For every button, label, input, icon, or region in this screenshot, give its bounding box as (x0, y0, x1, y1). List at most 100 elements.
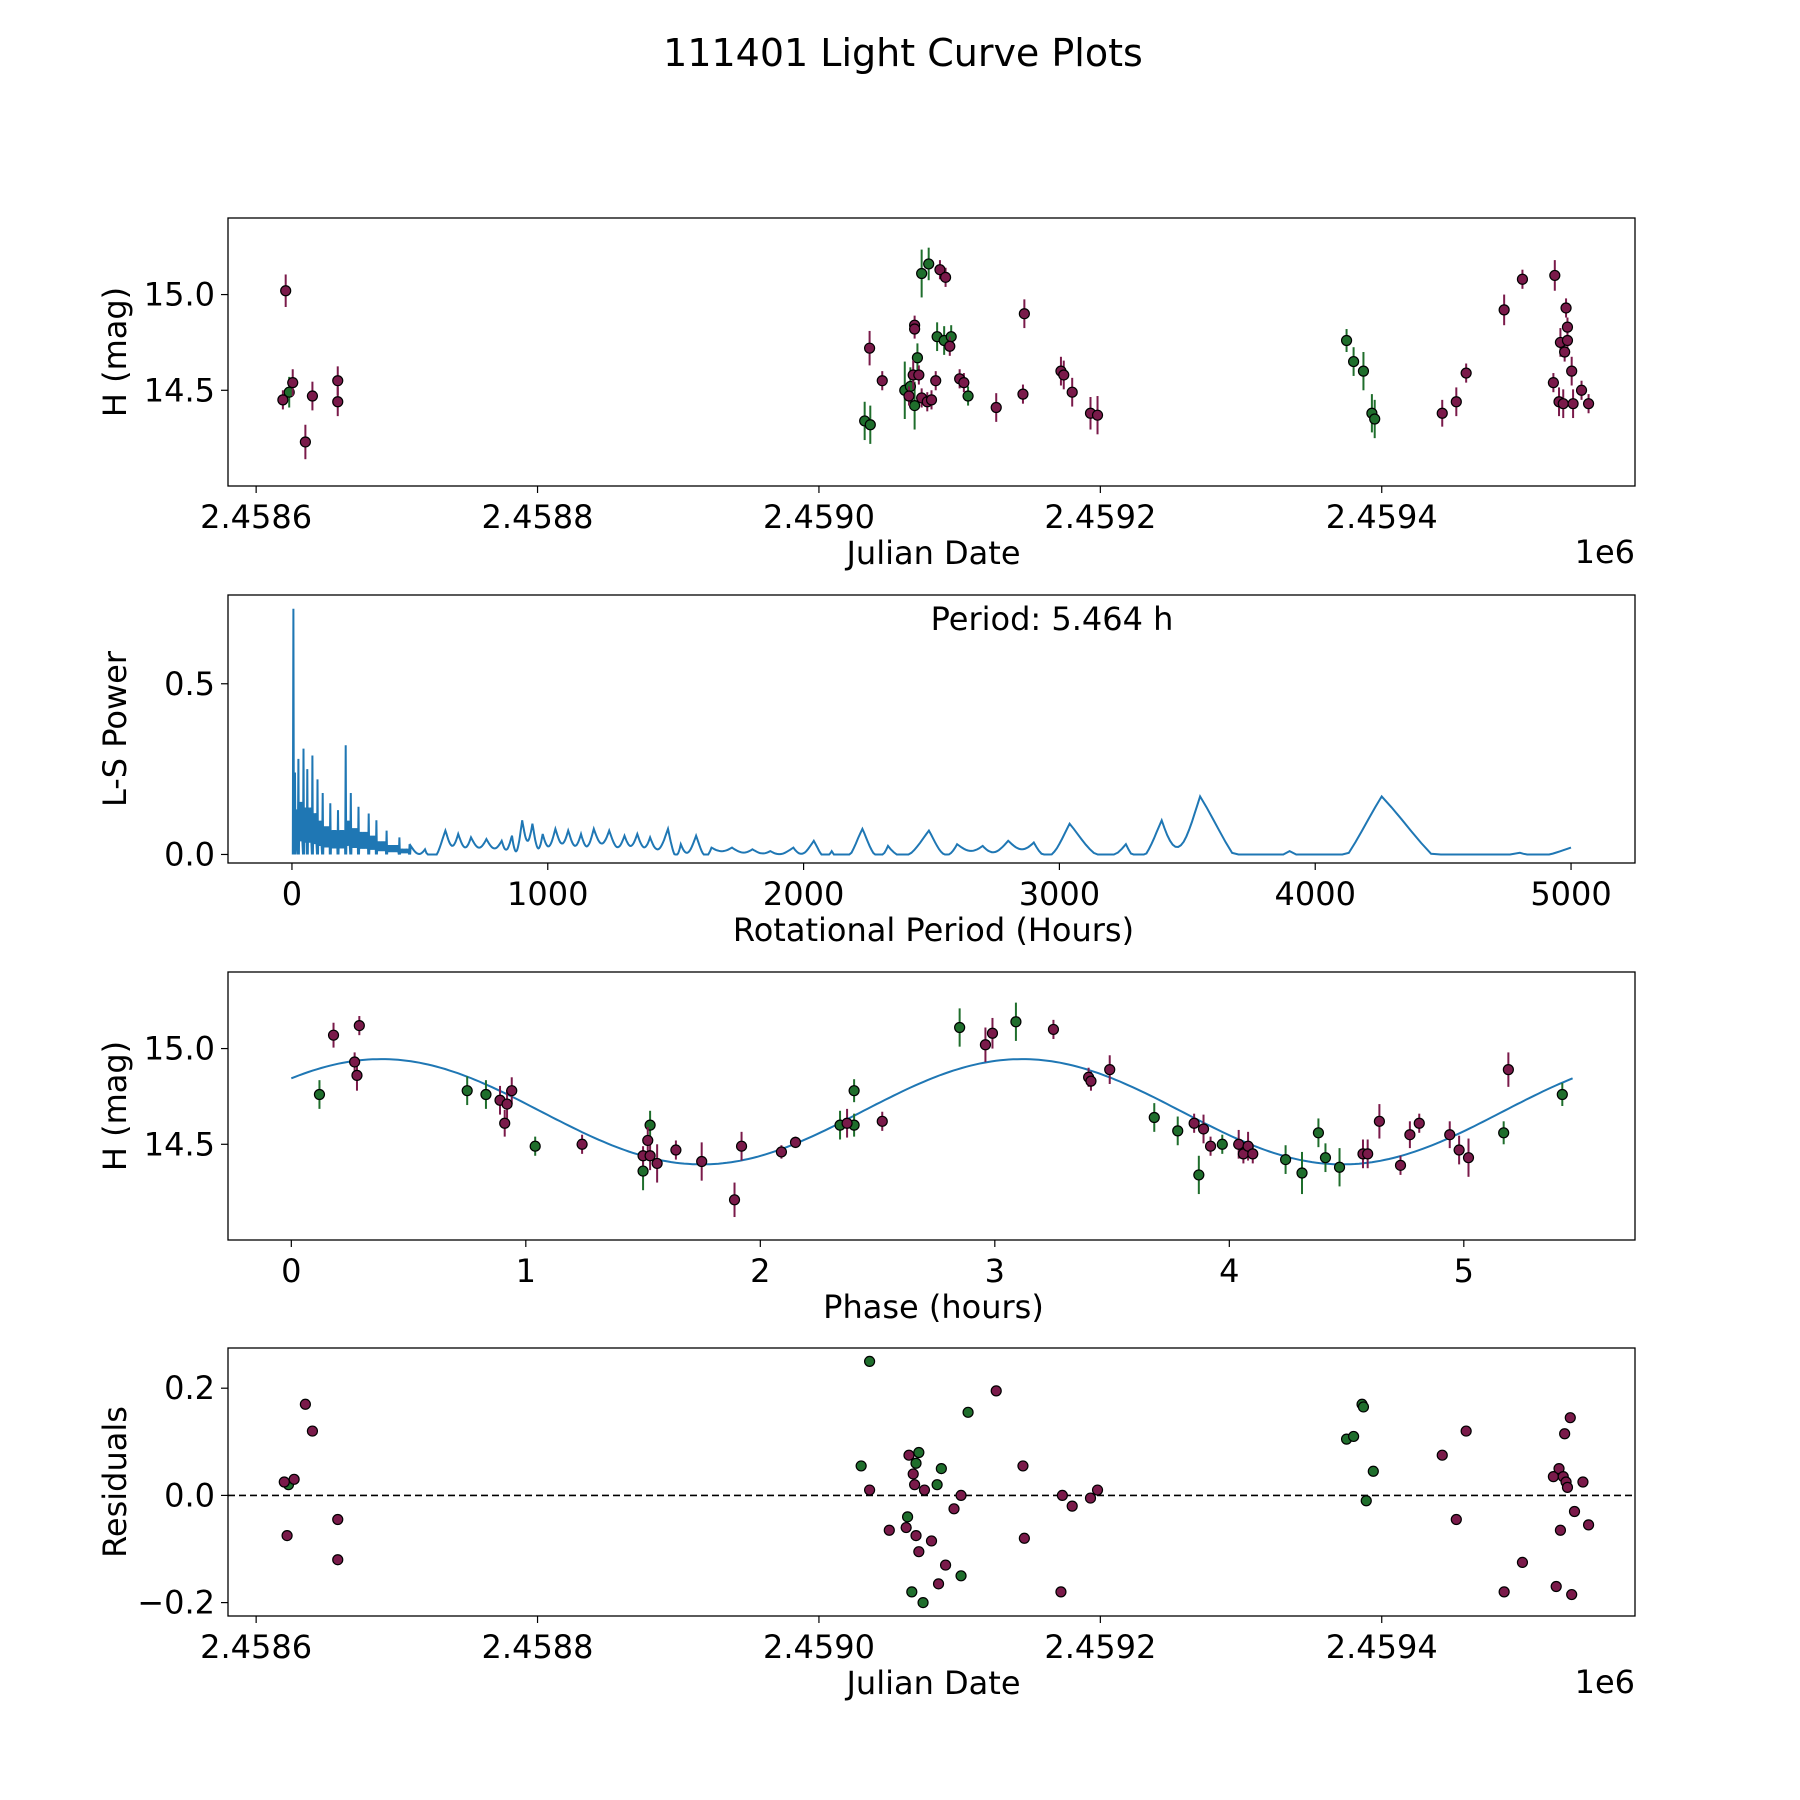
data-point-r (1561, 321, 1574, 333)
period-annotation: Period: 5.464 h (931, 600, 1174, 638)
data-point-g (1319, 1152, 1332, 1164)
data-point-g (1312, 1127, 1325, 1139)
data-point-g (917, 1596, 929, 1609)
data-point-r (883, 1524, 895, 1536)
data-point-r (306, 390, 319, 402)
data-point-r (1577, 1476, 1589, 1488)
data-point-g (913, 1446, 925, 1459)
data-point-r (281, 1529, 293, 1542)
axes: 0 1000 2000 3000 4000 5000 0.0 0.5 Rotational Pe… (96, 650, 1612, 949)
data-point-r (1404, 1129, 1416, 1141)
data-point-g (637, 1165, 649, 1177)
data-point-r (939, 271, 952, 283)
data-point-g (1367, 1465, 1379, 1477)
data-point-r (1247, 1148, 1259, 1160)
data-point-r (1091, 1484, 1104, 1496)
x-tick-label: 2.4592 (1044, 1628, 1156, 1666)
y-tick-label: 0.2 (164, 1369, 215, 1407)
data-point-r (651, 1157, 663, 1170)
phase-fold-panel: 0 1 2 3 4 5 14.5 15.0 Phase (hours) H (mag) (96, 971, 1636, 1326)
data-point-r (1566, 1588, 1578, 1601)
data-point-r (1498, 304, 1510, 316)
axes: 2.4586 2.4588 2.4590 2.4592 2.4594 −0.2 0.0 0.2… (96, 1369, 1635, 1702)
data-point-g (848, 1085, 860, 1097)
data-point-r (907, 1468, 919, 1480)
data-point-r (1436, 407, 1448, 419)
figure-title: 111401 Light Curve Plots (663, 31, 1143, 75)
data-point-g (855, 1460, 867, 1472)
data-point-r (990, 1385, 1002, 1397)
data-point-g (1556, 1088, 1568, 1101)
x-tick-label: 0 (281, 1252, 301, 1290)
data-point-r (1564, 1412, 1576, 1424)
data-point-g (916, 267, 928, 280)
data-point-g (863, 1355, 876, 1368)
data-point-r (900, 1521, 912, 1534)
data-point-g (480, 1088, 492, 1101)
y-tick-label: 14.5 (144, 371, 215, 409)
x-tick-label: 2000 (763, 875, 844, 913)
data-point-r (1373, 1115, 1385, 1127)
data-point-r (1058, 369, 1070, 381)
x-axis-label: Phase (hours) (823, 1288, 1044, 1326)
data-point-r (1516, 273, 1529, 285)
data-point-r (1204, 1140, 1217, 1152)
axis-offset-label: 1e6 (1575, 1663, 1635, 1701)
data-point-r (1055, 1586, 1067, 1598)
y-axis-label: H (mag) (96, 287, 134, 417)
data-point-g (1333, 1161, 1346, 1173)
plot-frame (227, 594, 1636, 864)
data-point-r (1197, 1123, 1210, 1135)
data-point-r (1502, 1064, 1514, 1076)
data-point-g (1357, 365, 1370, 377)
data-point-r (1233, 1138, 1245, 1150)
data-point-r (1066, 1500, 1078, 1512)
data-point-g (283, 386, 295, 398)
data-point-g (954, 1021, 966, 1034)
data-point-r (925, 394, 938, 406)
x-tick-label: 2.4594 (1326, 498, 1438, 536)
data-point-r (670, 1144, 682, 1156)
data-point-r (1559, 346, 1571, 358)
data-point-r (1560, 302, 1572, 314)
data-point-g (1347, 1430, 1360, 1443)
data-point-r (576, 1138, 588, 1150)
data-point-r (930, 375, 942, 387)
data-point-r (1413, 1117, 1425, 1129)
data-point-r (1557, 398, 1569, 410)
data-point-r (1047, 1023, 1060, 1036)
plot-frame (227, 1347, 1636, 1617)
data-point-r (1453, 1144, 1465, 1156)
data-point-g (644, 1119, 656, 1131)
data-point-g (1172, 1125, 1184, 1137)
data-point-g (935, 1462, 947, 1475)
x-tick-label: 2 (750, 1252, 770, 1290)
data-point-r (1018, 1532, 1030, 1544)
plot-frame (227, 971, 1636, 1241)
data-point-r (918, 1484, 931, 1496)
data-point-r (278, 1476, 290, 1488)
data-point-r (277, 394, 289, 406)
data-point-r (1436, 1449, 1448, 1461)
data-point-r (288, 1473, 300, 1485)
data-point-r (1582, 398, 1595, 410)
data-point-r (955, 1489, 967, 1502)
data-point-r (299, 436, 311, 448)
data-point-r (979, 1039, 992, 1051)
data-point-r (696, 1155, 708, 1168)
data-point-r (1085, 1075, 1097, 1087)
data-point-r (1091, 409, 1104, 421)
data-point-r (1550, 1580, 1562, 1593)
x-axis-label: Rotational Period (Hours) (733, 911, 1134, 949)
x-tick-label: 2.4586 (200, 1628, 312, 1666)
data-point-r (501, 1098, 513, 1110)
periodogram-line (291, 608, 1572, 856)
data-point-r (1104, 1064, 1116, 1076)
light-curve-panel: 2.4586 2.4588 2.4590 2.4592 2.4594 14.5 15.0 Ju… (96, 217, 1636, 572)
x-tick-label: 2.4590 (763, 498, 875, 536)
data-point-r (1362, 1148, 1374, 1160)
data-point-r (735, 1140, 748, 1152)
data-point-g (1369, 413, 1381, 425)
x-tick-label: 2.4594 (1326, 1628, 1438, 1666)
